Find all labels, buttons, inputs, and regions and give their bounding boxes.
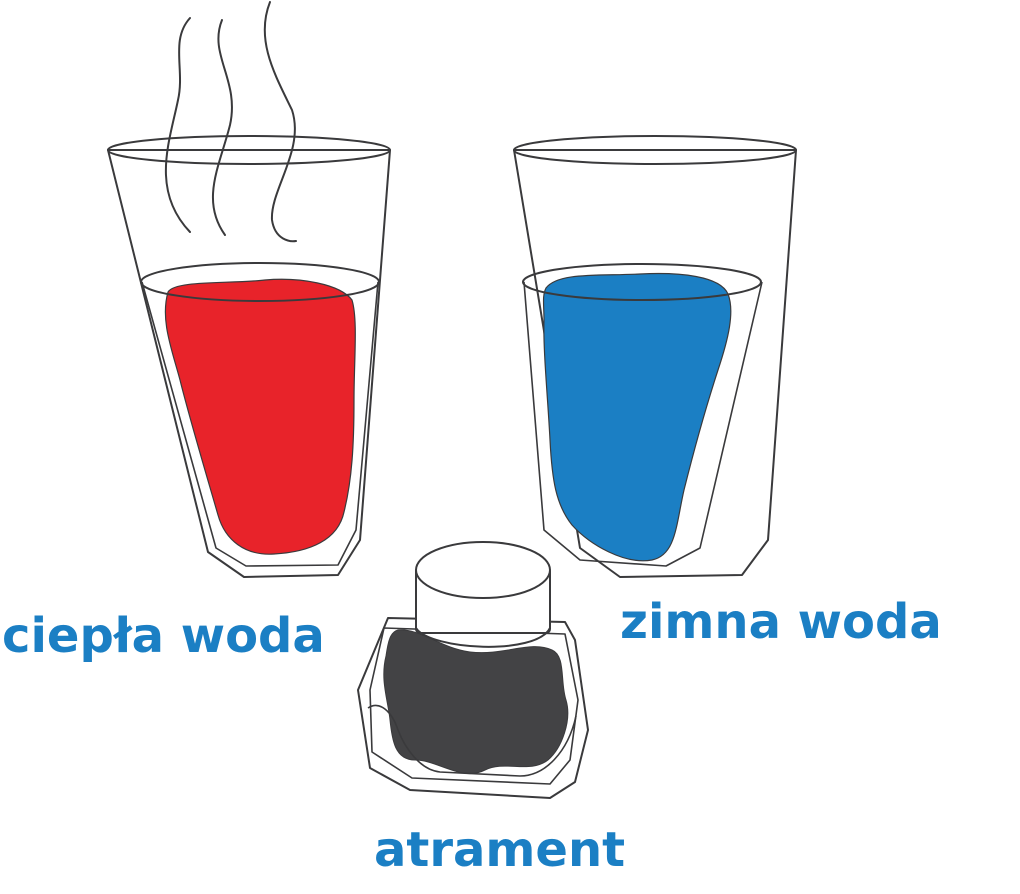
cold-glass-inner-wall: [523, 281, 763, 567]
ink-bottle-outer: [357, 617, 589, 799]
warm-water-fill: [164, 278, 356, 555]
warm-water-surface: [140, 262, 380, 302]
ink-bottle-inner: [369, 627, 579, 785]
cold-glass-rim: [513, 135, 797, 165]
cold-water-surface: [522, 263, 762, 301]
cold-water-fill: [542, 272, 732, 562]
steam-icon: [164, 1, 297, 243]
warm-water-label: ciepła woda: [2, 608, 325, 664]
warm-water-glass: [107, 135, 391, 578]
ink-bottle: [357, 541, 589, 799]
ink-label: atrament: [374, 822, 626, 878]
cold-water-label: zimna woda: [620, 594, 942, 650]
cold-water-glass: [513, 135, 797, 578]
ink-bottle-cap-top: [415, 541, 551, 599]
warm-glass-rim: [107, 135, 391, 165]
ink-bottle-cap-bottom: [415, 627, 551, 648]
warm-glass-inner-wall: [141, 281, 379, 567]
ink-fill: [383, 629, 569, 775]
ink-bottle-front-edge: [367, 704, 577, 777]
